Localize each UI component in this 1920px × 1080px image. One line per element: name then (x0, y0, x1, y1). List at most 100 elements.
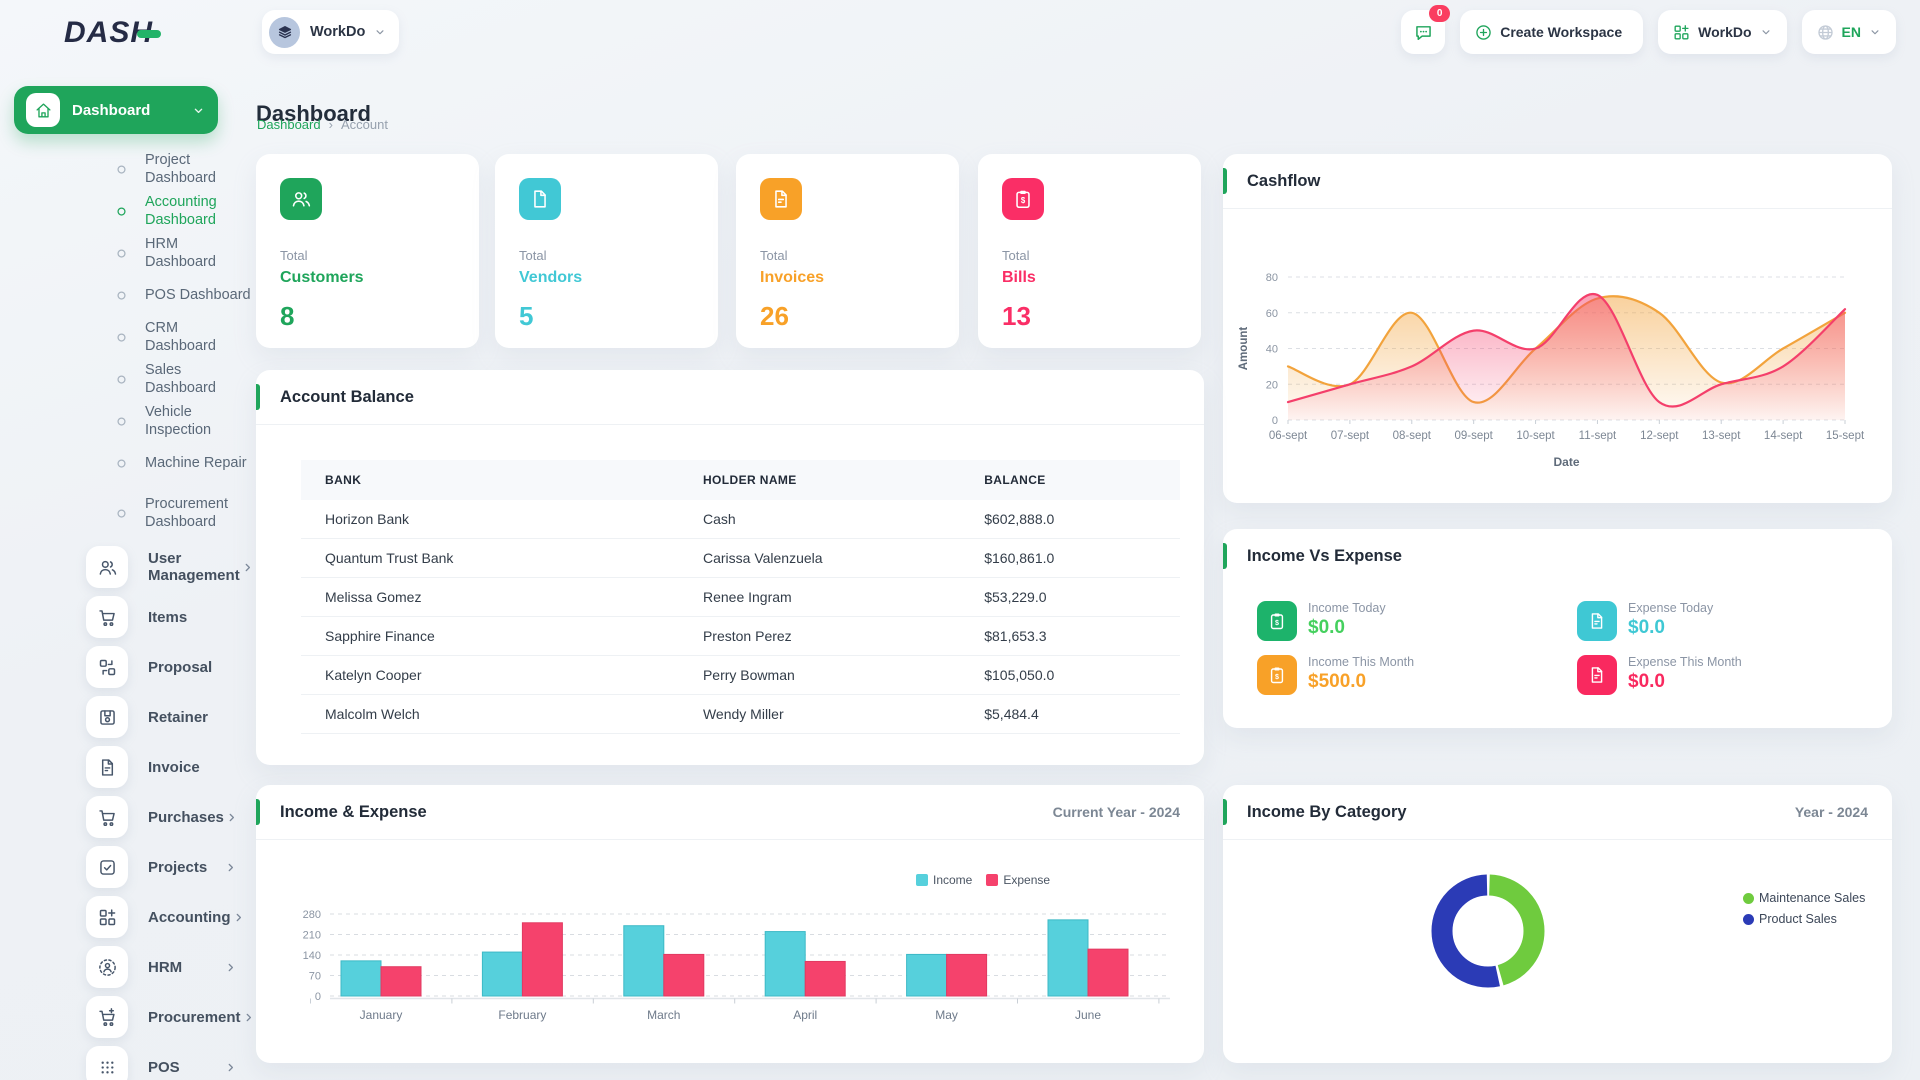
sidebar-item-invoice[interactable]: Invoice (0, 742, 252, 792)
holder-cell: Perry Bowman (678, 655, 961, 695)
income-by-category-year-label: Year - 2024 (1794, 804, 1868, 820)
svg-text:80: 80 (1266, 272, 1278, 284)
circle-icon (117, 416, 126, 426)
breadcrumb: Dashboard › Account (257, 117, 388, 132)
svg-text:60: 60 (1266, 308, 1278, 320)
sidebar-item-vehicle-inspection[interactable]: Vehicle Inspection (0, 400, 252, 442)
chevron-right-icon (240, 560, 255, 575)
sidebar-item-retainer[interactable]: Retainer (0, 692, 252, 742)
sidebar-item-projects[interactable]: Projects (0, 842, 252, 892)
sidebar-item-procurement-dashboard[interactable]: Procurement Dashboard (0, 484, 252, 542)
sidebar-item-pos-dashboard[interactable]: POS Dashboard (0, 274, 252, 316)
language-selector[interactable]: EN (1801, 10, 1896, 54)
balance-cell: $602,888.0 (960, 500, 1180, 539)
legend-expense-label: Expense (1003, 873, 1051, 887)
svg-text:40: 40 (1266, 344, 1278, 356)
ive-value: $0.0 (1628, 617, 1665, 638)
sidebar-item-proposal[interactable]: Proposal (0, 642, 252, 692)
table-row: Katelyn Cooper Perry Bowman $105,050.0 (301, 655, 1180, 695)
sidebar-item-accounting-dashboard[interactable]: Accounting Dashboard (0, 190, 252, 232)
panel-accent (1223, 799, 1227, 825)
app-switcher-button[interactable]: WorkDo (1658, 10, 1787, 54)
legend-item-product-sales: Product Sales (1743, 912, 1837, 926)
stat-card-vendors: Total Vendors 5 (495, 154, 718, 348)
sidebar-item-items[interactable]: Items (0, 592, 252, 642)
stat-card-invoices: Total Invoices 26 (736, 154, 959, 348)
chevron-down-icon (191, 103, 206, 118)
balance-cell: $105,050.0 (960, 655, 1180, 695)
sidebar-item-user-management[interactable]: User Management (0, 542, 252, 592)
sidebar-item-machine-repair[interactable]: Machine Repair (0, 442, 252, 484)
bank-cell: Malcolm Welch (301, 694, 679, 734)
stat-name: Customers (280, 269, 364, 286)
circle-icon (114, 414, 129, 429)
cart-plus-icon (86, 996, 128, 1038)
sidebar-subitem-label: Procurement Dashboard (145, 496, 229, 530)
people-icon (86, 546, 128, 588)
dots-grid-icon (101, 1061, 113, 1073)
sidebar-item-procurement[interactable]: Procurement (0, 992, 252, 1042)
sidebar-item-project-dashboard[interactable]: Project Dashboard (0, 148, 252, 190)
sidebar-subitem-label: Accounting Dashboard (145, 194, 217, 228)
balance-cell: $160,861.0 (960, 538, 1180, 578)
legend-income-label: Income (933, 873, 973, 887)
circle-icon (114, 162, 129, 177)
balance-cell: $5,484.4 (960, 694, 1180, 734)
sidebar-item-purchases[interactable]: Purchases (0, 792, 252, 842)
cart-icon (86, 796, 128, 838)
clipboard-dollar-icon: $ (1257, 655, 1297, 695)
sidebar-item-hrm[interactable]: HRM (0, 942, 252, 992)
bank-cell: Sapphire Finance (301, 616, 679, 656)
sidebar-item-label: Purchases (148, 808, 224, 826)
sidebar-item-hrm-dashboard[interactable]: HRM Dashboard (0, 232, 252, 274)
grid-plus-icon (86, 896, 128, 938)
svg-text:70: 70 (309, 971, 321, 983)
chevron-right-icon (223, 960, 238, 975)
grid-plus-icon (1672, 23, 1691, 42)
logo-dash-accent (137, 30, 162, 38)
breadcrumb-link-dashboard[interactable]: Dashboard (257, 117, 321, 132)
sidebar-item-label: Projects (148, 858, 208, 876)
income-expense-panel: Income & Expense Current Year - 2024 Inc… (256, 785, 1204, 1063)
chevron-down-icon (1759, 25, 1773, 39)
account-balance-panel: Account Balance BANK HOLDER NAME BALANCE H… (256, 370, 1204, 765)
ive-item-expense-this-month: Expense This Month $0.0 (1577, 655, 1742, 695)
sidebar-item-crm-dashboard[interactable]: CRM Dashboard (0, 316, 252, 358)
breadcrumb-separator: › (328, 117, 333, 132)
ive-item-income-today: $ Income Today $0.0 (1257, 601, 1386, 641)
table-row: Melissa Gomez Renee Ingram $53,229.0 (301, 577, 1180, 617)
home-icon (26, 93, 60, 127)
sidebar-item-accounting[interactable]: Accounting (0, 892, 252, 942)
invoice-icon (1591, 667, 1603, 683)
chevron-down-icon (1762, 30, 1770, 35)
sidebar-menu: User Management Items Proposal Retainer Invo… (0, 542, 252, 1080)
sidebar-subitem-label: CRM Dashboard (145, 320, 216, 354)
ive-item-expense-today: Expense Today $0.0 (1577, 601, 1713, 641)
chevron-right-icon (245, 563, 250, 571)
invoice-icon (1591, 613, 1603, 629)
clipboard-dollar-icon: $ (1016, 190, 1030, 209)
plus-circle-icon (1476, 24, 1491, 40)
messages-button[interactable]: 0 (1401, 5, 1451, 54)
layers-icon (269, 16, 300, 48)
svg-text:210: 210 (303, 930, 321, 942)
stat-value: 8 (280, 301, 295, 331)
sidebar-item-sales-dashboard[interactable]: Sales Dashboard (0, 358, 252, 400)
language-label: EN (1841, 24, 1861, 40)
chevron-right-icon (224, 810, 239, 825)
workspace-switcher[interactable]: WorkDo (262, 10, 400, 54)
topbar: WorkDo 0 Create Workspace WorkDo EN (252, 5, 1896, 54)
balance-cell: $81,653.3 (960, 616, 1180, 656)
column-header-balance: BALANCE (984, 473, 1046, 487)
brand-logo[interactable]: DASH (64, 16, 162, 50)
svg-text:0: 0 (315, 991, 321, 1003)
circle-icon (117, 458, 126, 468)
sidebar-item-pos[interactable]: POS (0, 1042, 252, 1080)
income-expense-title: Income & Expense (280, 802, 427, 821)
sidebar-item-dashboard[interactable]: Dashboard (14, 86, 218, 134)
svg-text:20: 20 (1266, 379, 1278, 391)
invoice-icon (86, 746, 128, 788)
invoice-icon (1577, 655, 1617, 695)
create-workspace-button[interactable]: Create Workspace (1460, 10, 1644, 54)
